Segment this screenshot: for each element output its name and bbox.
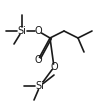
Text: O: O (34, 55, 42, 65)
Text: Si: Si (18, 26, 26, 36)
Text: O: O (34, 26, 42, 36)
Text: O: O (50, 62, 58, 72)
Text: Si: Si (36, 81, 44, 91)
